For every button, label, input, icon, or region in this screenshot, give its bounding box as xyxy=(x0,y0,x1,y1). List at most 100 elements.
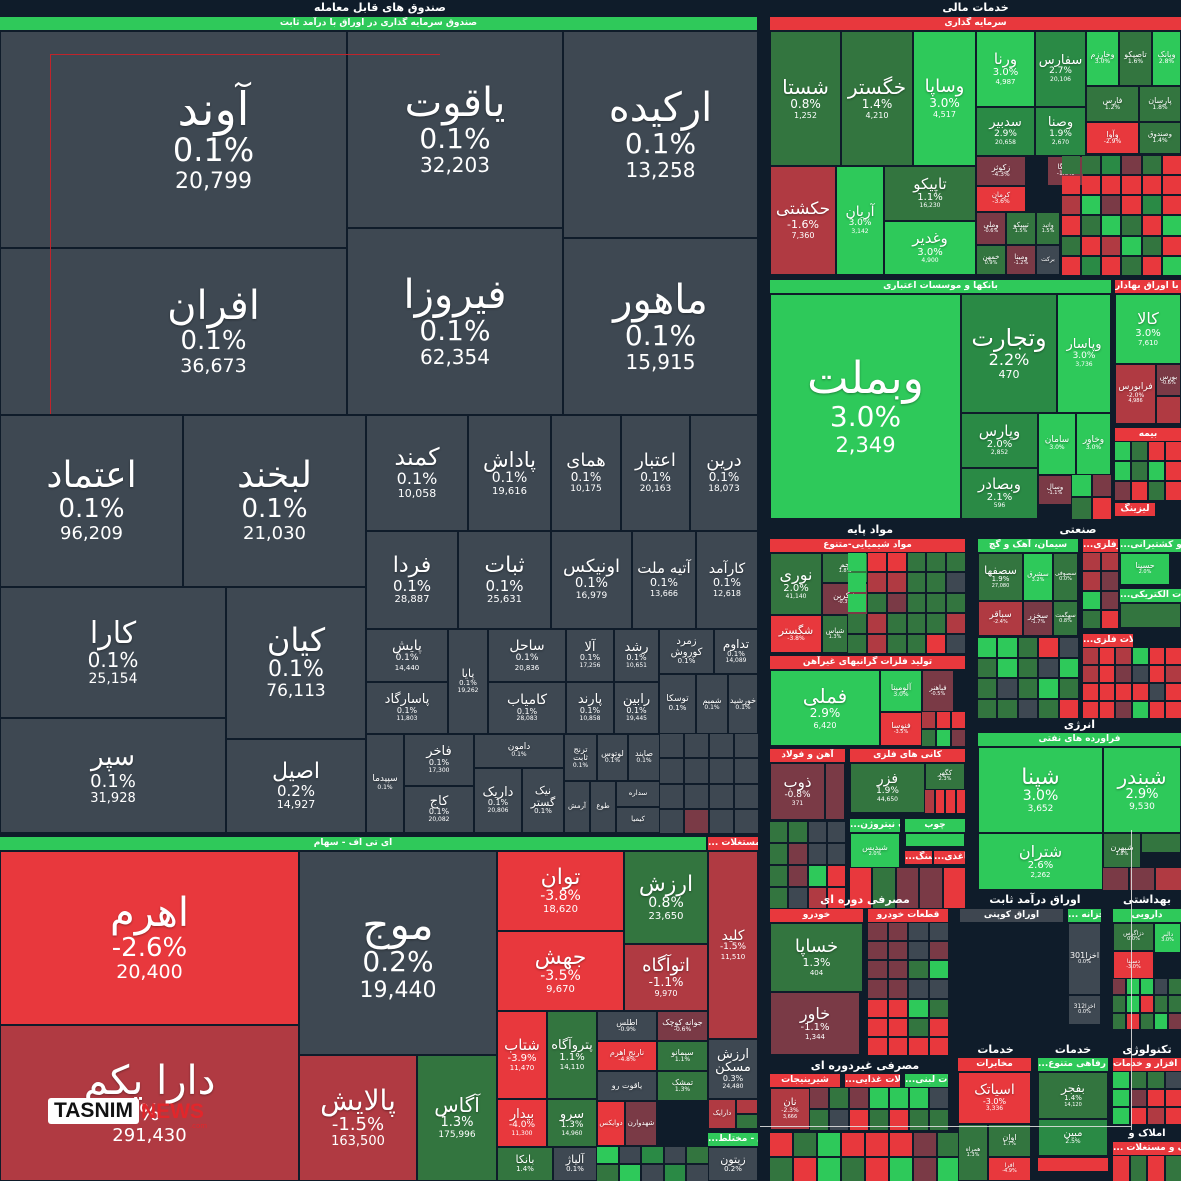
stock-tile[interactable]: فباهنر -0.5% xyxy=(922,670,954,712)
stock-tile[interactable]: وصندوق 1.4% xyxy=(1139,122,1181,154)
shipping-bar[interactable]: ...بنادر و کشتیرانی xyxy=(1120,539,1181,552)
stock-tile[interactable]: وپاسار 3.0% 3,736 xyxy=(1057,294,1111,413)
fund-tile[interactable]: اصیل 0.2% 14,927 xyxy=(226,739,366,833)
stock-tile[interactable]: سباقر -2.4% xyxy=(978,601,1023,636)
fund-tile[interactable]: اعتبار 0.1% 20,163 xyxy=(621,415,690,531)
small-chemical-tiles[interactable] xyxy=(848,553,965,653)
etf-tile[interactable]: جهش -3.5% 9,670 xyxy=(497,931,624,1011)
stock-tile[interactable]: شگستر -3.8% xyxy=(770,615,822,653)
fund-tile[interactable]: سپر 0.1% 31,928 xyxy=(0,718,226,833)
fund-tile[interactable]: آرمش xyxy=(564,781,590,833)
small-insurance-tiles[interactable] xyxy=(1115,442,1181,500)
fund-tile[interactable]: کمند 0.1% 10,058 xyxy=(366,415,468,531)
etf-tile[interactable]: پتروآگاه 1.1% 14,110 xyxy=(547,1011,597,1099)
stock-tile[interactable]: دسینا -3.0% xyxy=(1113,951,1154,979)
etf-tile[interactable]: یاقوت رو xyxy=(597,1071,657,1101)
stock-tile[interactable]: فزر 1.9% 44,650 xyxy=(850,763,925,813)
fund-tile[interactable]: رابین 0.1% 19,445 xyxy=(614,682,659,734)
fund-tile[interactable]: افران 0.1% 36,673 xyxy=(0,248,347,415)
stock-tile[interactable]: ورنا 3.0% 4,987 xyxy=(976,31,1035,107)
etf-tile[interactable]: سرو 1.3% 14,960 xyxy=(547,1099,597,1147)
stock-tile[interactable]: شستا 0.8% 1,252 xyxy=(770,31,841,166)
fund-tile[interactable]: دامون 0.1% xyxy=(474,734,564,768)
metal-products-bar[interactable]: ...صولات فلزی xyxy=(1083,634,1133,647)
stock-tile[interactable]: حکشتی -1.6% 7,360 xyxy=(770,166,836,275)
fund-tile[interactable]: اونیکس 0.1% 16,979 xyxy=(551,531,632,629)
fund-tile[interactable]: کاج 0.1% 20,082 xyxy=(404,786,474,833)
small-steel-tiles[interactable] xyxy=(770,822,845,908)
wood-bar[interactable]: چوب xyxy=(905,819,965,832)
fund-tile[interactable]: ثبات 0.1% 25,631 xyxy=(458,531,551,629)
stock-tile[interactable] xyxy=(1156,396,1181,424)
fund-tile[interactable]: زمرد کوروش 0.1% xyxy=(659,629,714,674)
telecom-bar[interactable]: مخابرات xyxy=(958,1058,1031,1071)
stock-tile[interactable]: وغدیر 3.0% 4,900 xyxy=(884,221,976,275)
etf-tile[interactable]: اطلس -0.9% xyxy=(597,1011,657,1041)
etf-tile[interactable]: سیمانو 1.1% xyxy=(657,1041,708,1071)
mixed-funds-bar[interactable]: ...اق - مختلط xyxy=(708,1133,758,1146)
small-consumer-tiles[interactable] xyxy=(770,1133,960,1181)
small-industrial-tiles[interactable] xyxy=(1083,648,1181,718)
small-tech-tiles[interactable] xyxy=(1113,1072,1181,1124)
stock-tile[interactable]: آلومینا 3.0% xyxy=(880,670,922,712)
stock-tile[interactable]: کرمان -3.6% xyxy=(976,186,1026,212)
stock-tile[interactable]: خساپا 1.3% 404 xyxy=(770,923,863,992)
stone-bar[interactable]: ...سنگ xyxy=(905,851,932,864)
small-energy-tiles[interactable] xyxy=(1103,868,1181,890)
stock-tile[interactable]: وتجارت 2.2% 470 xyxy=(961,294,1057,413)
stock-tile[interactable]: دزاگرس 0.0% xyxy=(1113,923,1154,951)
etf-tile[interactable]: ارزش 0.8% 23,650 xyxy=(624,851,708,944)
etf-tile[interactable]: آگاس 1.3% 175,996 xyxy=(417,1055,497,1181)
fund-tile[interactable]: پایش 0.1% 14,440 xyxy=(366,629,448,682)
chemical-bar[interactable]: مواد شیمیایی-متنوع xyxy=(770,539,965,552)
stock-tile[interactable]: پارسان 1.8% xyxy=(1139,86,1181,122)
fund-tile[interactable]: فردا 0.1% 28,887 xyxy=(366,531,458,629)
stock-tile[interactable]: شپدیس 2.0% xyxy=(850,833,900,868)
etf-tile[interactable]: پالایش -1.5% 163,500 xyxy=(299,1055,417,1181)
metals-bar[interactable]: تولید فلزات گرانبهای غیرآهن xyxy=(770,656,965,669)
software-bar[interactable]: نرم افزار و خدمات xyxy=(1113,1058,1181,1071)
small-auto-tiles[interactable] xyxy=(868,923,948,1055)
stock-tile[interactable]: حسینا 2.0% xyxy=(1120,553,1170,585)
small-pharma-tiles[interactable] xyxy=(1113,979,1181,1029)
stock-tile[interactable]: وصنا 1.9% 2,670 xyxy=(1035,107,1086,156)
small-cement-tiles[interactable] xyxy=(978,638,1078,718)
etf-tile[interactable]: بانکا 1.4% xyxy=(497,1147,553,1181)
stock-tile[interactable] xyxy=(825,763,845,820)
stock-tile[interactable]: شبهرن 1.8% xyxy=(1103,833,1141,868)
fund-tile[interactable]: داریک 0.1% 20,806 xyxy=(474,768,522,833)
food-products-bar[interactable]: ...صولات غذایی xyxy=(845,1074,900,1087)
stock-tile[interactable]: فملی 2.9% 6,420 xyxy=(770,670,880,746)
fund-tile[interactable]: ساحل 0.1% 20,836 xyxy=(488,629,566,682)
etf-tile[interactable]: نارنج اهرم -4.8% xyxy=(597,1041,657,1071)
etf-tile[interactable]: ارزش مسکن 0.3% 24,480 xyxy=(708,1039,758,1099)
fund-tile[interactable]: کارآمد 0.1% 12,618 xyxy=(696,531,758,629)
stock-tile[interactable]: وبصادر 2.1% 596 xyxy=(961,468,1038,519)
small-investment-tiles[interactable] xyxy=(1062,156,1181,275)
stock-tile[interactable]: سخزر -1.7% xyxy=(1023,601,1053,636)
minerals-bar[interactable]: کانی های فلزی xyxy=(850,749,965,762)
small-food-tiles[interactable] xyxy=(810,1088,948,1130)
stock-tile[interactable]: زکوثر -4.3% xyxy=(976,156,1026,186)
fund-tile[interactable]: همای 0.1% 10,175 xyxy=(551,415,621,531)
stock-tile[interactable]: اخزا301 0.0% xyxy=(1068,923,1101,995)
small-bank-tiles[interactable] xyxy=(1072,475,1111,519)
stock-tile[interactable]: همراه 1.3% xyxy=(958,1124,988,1181)
fund-tile[interactable]: پاسارگاد 0.1% 11,803 xyxy=(366,682,448,734)
stock-tile[interactable]: واتید 1.5% xyxy=(1036,212,1060,245)
stock-tile[interactable]: تیپیکو 1.5% xyxy=(1006,212,1036,245)
fund-tile[interactable]: اعتماد 0.1% 96,209 xyxy=(0,415,183,587)
stock-tile[interactable]: خمهن 0.9% xyxy=(976,245,1006,275)
etf-tile[interactable]: زیتون 0.2% xyxy=(708,1147,758,1181)
stock-tile[interactable]: وبانک 2.8% xyxy=(1152,31,1181,86)
etf-tile[interactable] xyxy=(736,1099,758,1114)
etf-equity-bar[interactable]: ای تی اف - سهام xyxy=(0,837,706,850)
nitrogen-bar[interactable]: ...بیات نیتروژن xyxy=(850,819,900,832)
fund-tile[interactable]: لوتوس 0.1% xyxy=(597,734,628,781)
stock-tile[interactable]: سشرق 3.2% xyxy=(1023,553,1053,601)
dairy-bar[interactable]: ...ولات لبنی xyxy=(905,1074,948,1087)
small-etf-tiles[interactable] xyxy=(597,1147,708,1181)
etf-tile[interactable]: آلیاژ 0.1% xyxy=(553,1147,597,1181)
stock-tile[interactable]: ذوب -0.8% 371 xyxy=(770,763,825,820)
fund-tile[interactable]: کیمیا xyxy=(616,807,660,833)
